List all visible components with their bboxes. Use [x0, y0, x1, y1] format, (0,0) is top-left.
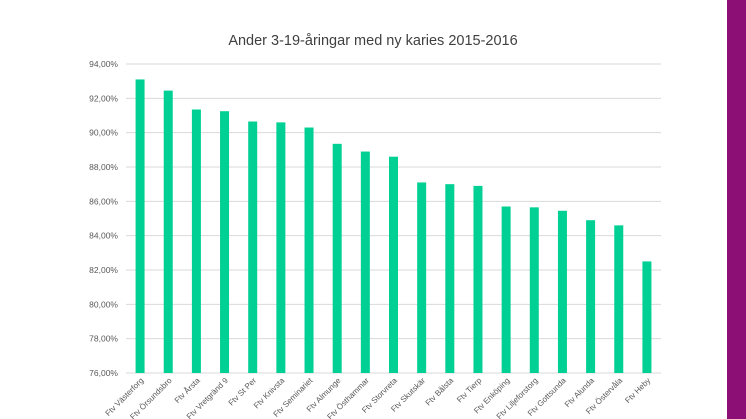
- y-tick-label: 88,00%: [89, 162, 118, 172]
- y-tick-label: 94,00%: [89, 59, 118, 69]
- bar: [248, 121, 258, 373]
- bar: [163, 90, 173, 373]
- y-tick-label: 80,00%: [89, 299, 118, 309]
- bar: [135, 79, 145, 373]
- y-tick-label: 78,00%: [89, 334, 118, 344]
- bar: [501, 206, 511, 373]
- x-category-label: Ftv Tierp: [455, 376, 484, 405]
- y-tick-label: 76,00%: [89, 368, 118, 378]
- x-category-label: Ftv Bålsta: [424, 376, 456, 408]
- y-tick-label: 90,00%: [89, 128, 118, 138]
- bar: [304, 127, 314, 374]
- y-tick-label: 92,00%: [89, 93, 118, 103]
- bar: [417, 182, 427, 373]
- bar: [220, 111, 230, 373]
- bar: [473, 185, 483, 373]
- bar: [360, 151, 370, 373]
- y-tick-label: 86,00%: [89, 196, 118, 206]
- x-category-label: Ftv Heby: [623, 376, 652, 405]
- bar: [529, 207, 539, 373]
- chart-title: Ander 3-19-åringar med ny karies 2015-20…: [228, 33, 518, 49]
- y-tick-label: 82,00%: [89, 265, 118, 275]
- bar: [445, 184, 455, 373]
- bar: [642, 261, 652, 373]
- bar: [389, 156, 398, 373]
- bar: [191, 109, 201, 373]
- bar: [332, 143, 342, 373]
- accent-side-bar: [727, 0, 746, 419]
- bar: [586, 220, 596, 373]
- bar: [614, 225, 624, 373]
- bar: [276, 122, 286, 373]
- bars: [135, 79, 652, 374]
- bar: [557, 210, 567, 373]
- y-axis-tick-labels: 76,00% 78,00% 80,00% 82,00% 84,00% 86,00% 88,0…: [89, 59, 118, 378]
- y-tick-label: 84,00%: [89, 231, 118, 241]
